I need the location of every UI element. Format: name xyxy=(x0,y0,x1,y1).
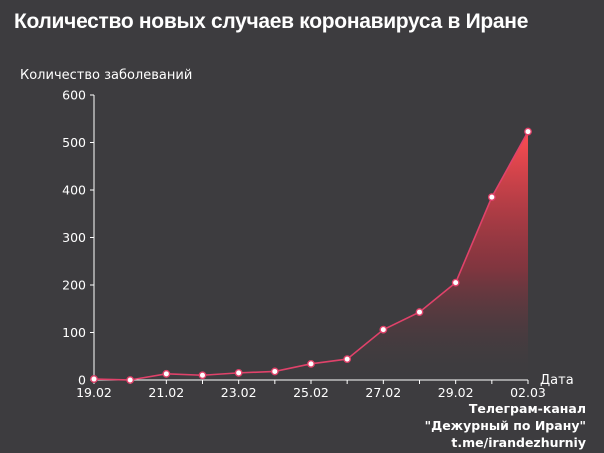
credits-line-link[interactable]: t.me/irandezhurniy xyxy=(451,435,586,450)
x-tick-label: 02.03 xyxy=(510,385,546,400)
y-tick-label: 100 xyxy=(62,325,86,340)
chart-title: Количество новых случаев коронавируса в … xyxy=(14,10,529,33)
x-axis-label: Дата xyxy=(540,373,574,388)
y-tick-label: 0 xyxy=(78,373,86,388)
credits-line-name: "Дежурный по Ирану" xyxy=(424,418,586,433)
data-point xyxy=(415,308,424,316)
x-tick-label: 23.02 xyxy=(221,385,257,400)
data-point xyxy=(126,376,135,384)
y-axis-label: Количество заболеваний xyxy=(20,68,192,83)
data-point xyxy=(343,355,352,363)
y-tick-label: 300 xyxy=(62,230,86,245)
data-point xyxy=(379,325,388,334)
x-tick-label: 27.02 xyxy=(365,385,401,400)
data-point xyxy=(90,375,98,383)
data-point xyxy=(198,371,207,380)
x-tick-label: 19.02 xyxy=(76,385,112,400)
data-point xyxy=(524,127,532,136)
x-tick-label: 29.02 xyxy=(438,385,474,400)
y-tick-label: 500 xyxy=(62,135,86,150)
y-tick-label: 200 xyxy=(62,278,86,293)
data-point xyxy=(162,369,171,378)
y-tick-label: 600 xyxy=(62,88,86,103)
telegram-credits: Телеграм-канал "Дежурный по Ирану" t.me/… xyxy=(425,400,586,451)
data-point xyxy=(451,278,460,287)
data-point xyxy=(487,193,496,202)
x-tick-label: 25.02 xyxy=(293,385,329,400)
area-fill xyxy=(94,131,528,380)
y-tick-label: 400 xyxy=(62,183,86,198)
data-point xyxy=(234,368,243,377)
credits-line-channel: Телеграм-канал xyxy=(468,401,586,416)
data-point xyxy=(270,367,279,376)
x-tick-label: 21.02 xyxy=(148,385,184,400)
data-point xyxy=(307,359,315,368)
